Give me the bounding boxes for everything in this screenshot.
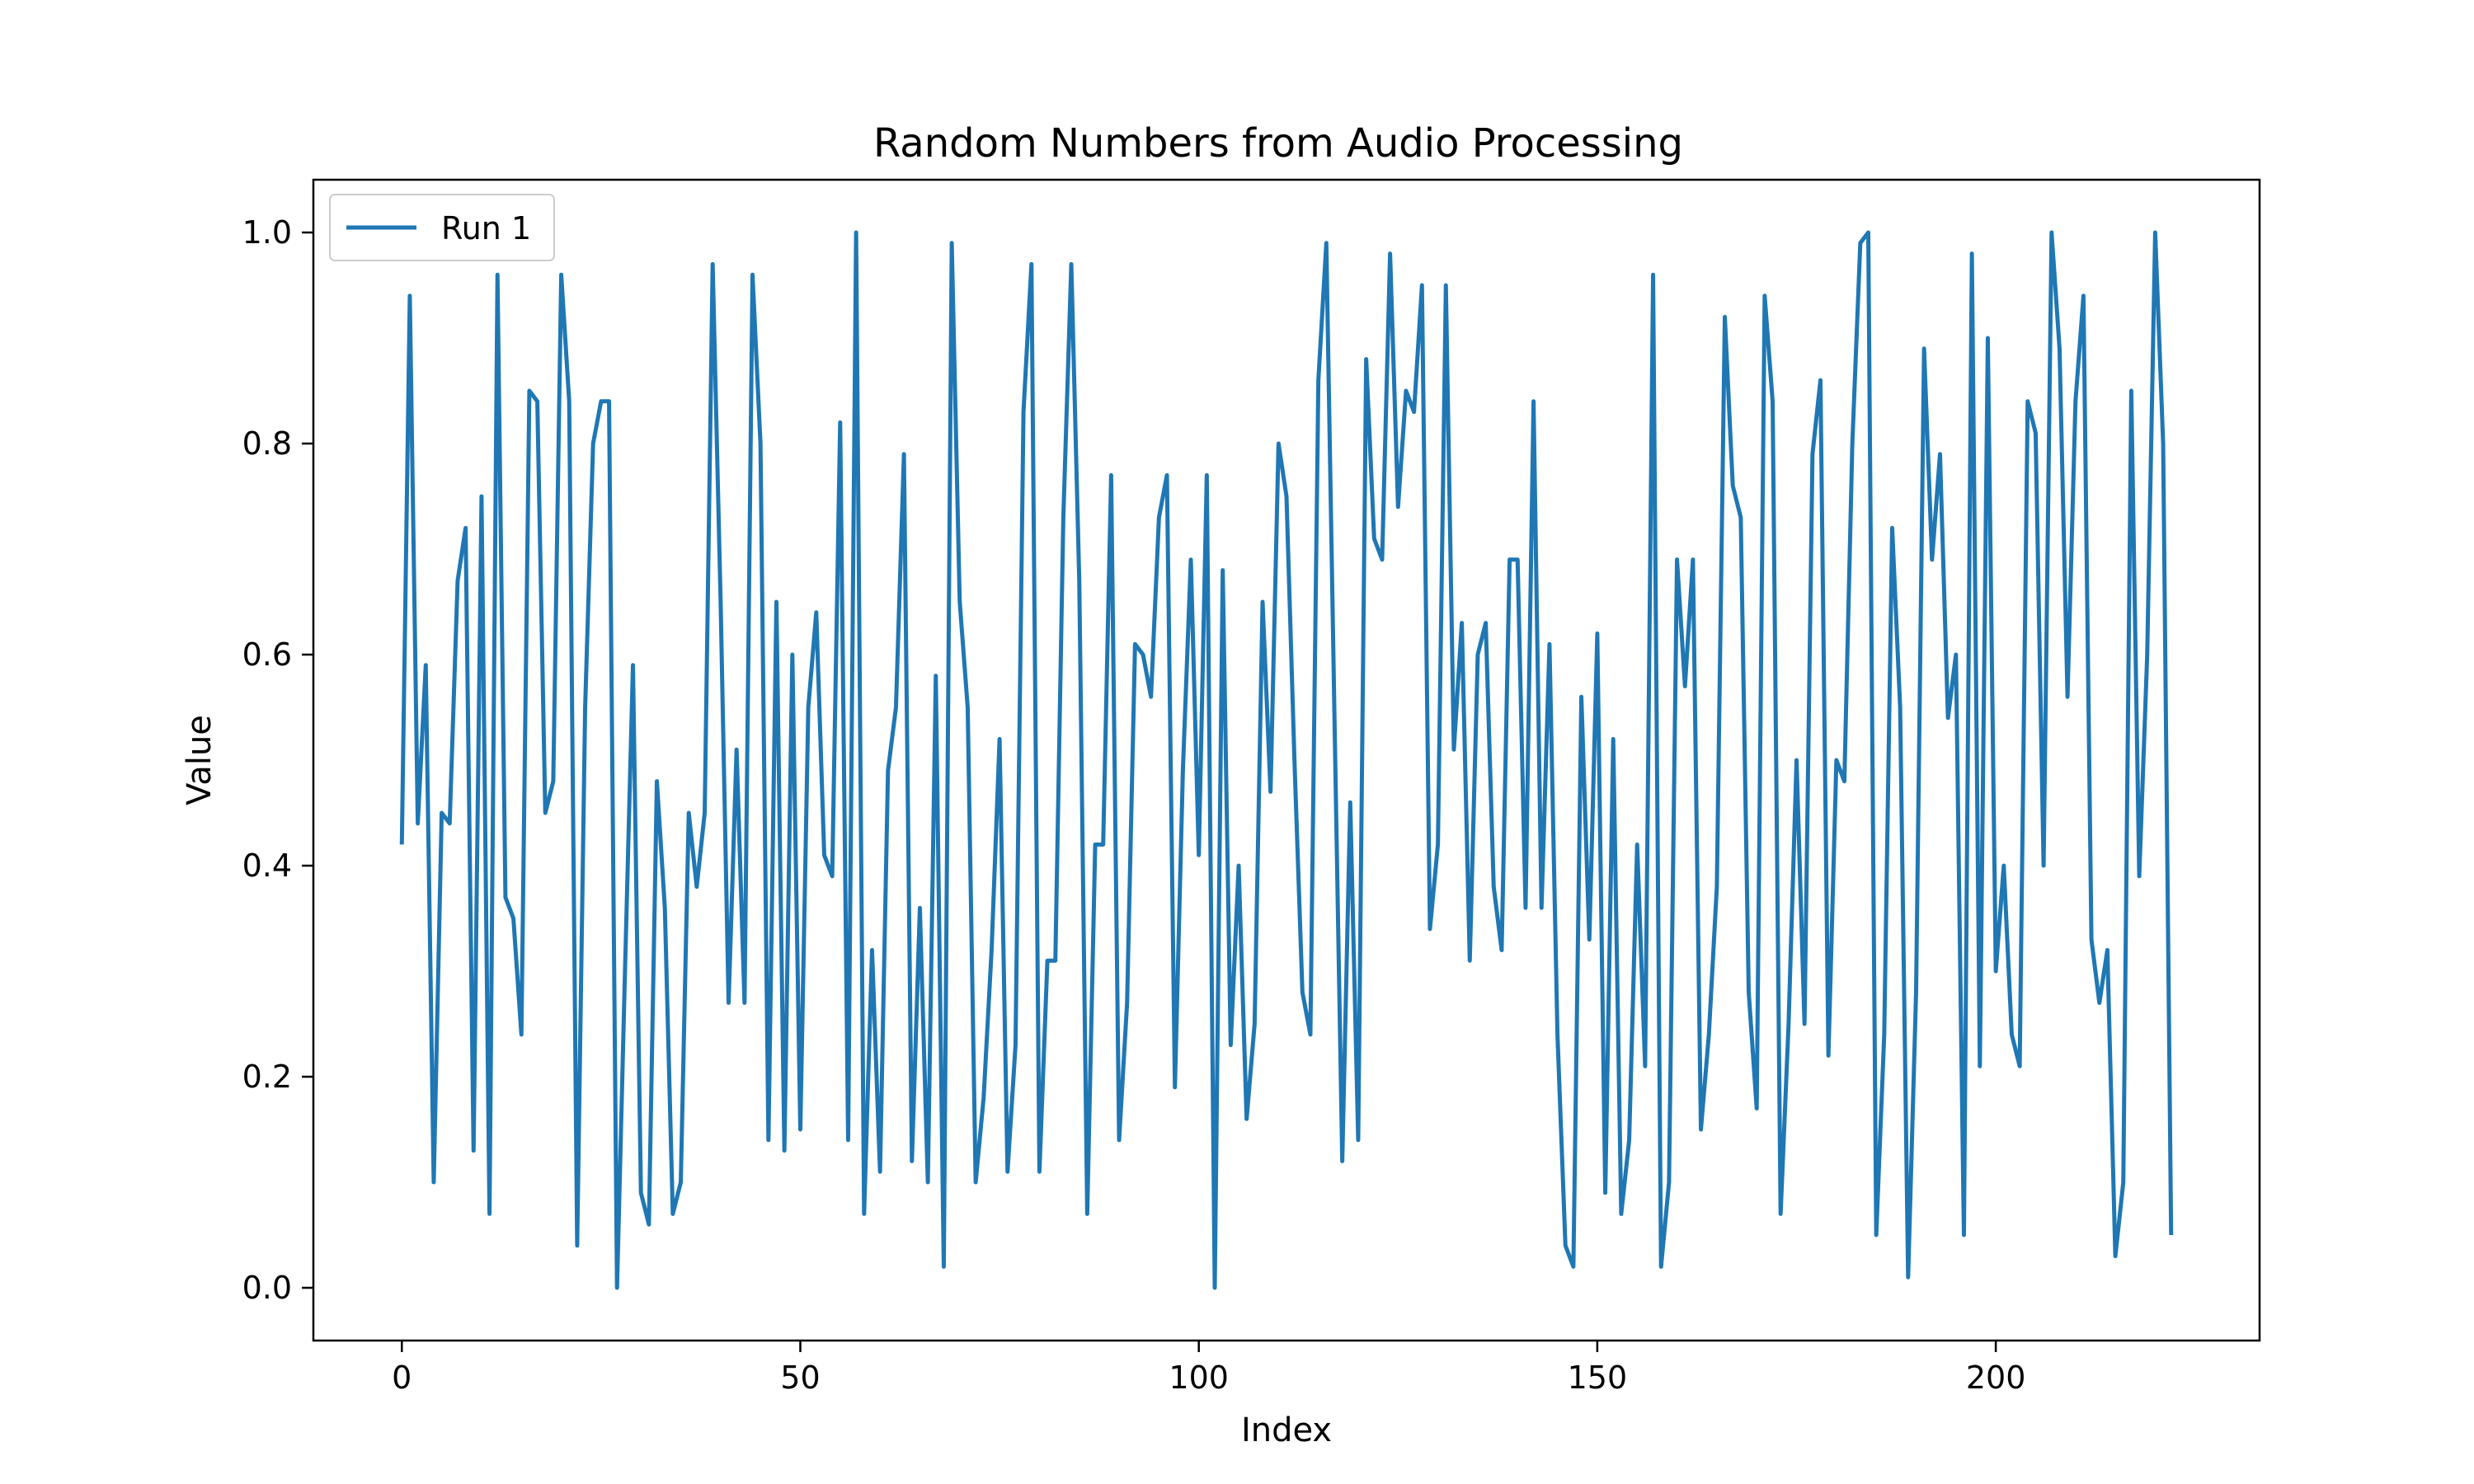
y-tick-label: 0.4 — [242, 848, 292, 884]
legend-box — [329, 194, 555, 261]
data-layer — [399, 230, 2174, 1290]
x-tick-label: 200 — [1966, 1360, 2026, 1396]
y-tick-label: 0.8 — [242, 425, 292, 462]
x-tick-label: 0 — [392, 1360, 412, 1396]
y-tick-label: 0.2 — [242, 1059, 292, 1095]
x-tick-label: 50 — [780, 1360, 820, 1396]
chart-title: Random Numbers from Audio Processing — [873, 120, 1683, 167]
legend-label-run-1: Run 1 — [441, 210, 531, 247]
legend: Run 1 — [329, 194, 555, 261]
y-axis-label: Value — [181, 715, 219, 805]
x-tick-label: 100 — [1169, 1360, 1229, 1396]
y-tick-label: 0.0 — [242, 1270, 292, 1306]
x-tick-label: 150 — [1568, 1360, 1628, 1396]
series-line-run-1 — [399, 230, 2174, 1290]
y-tick-label: 0.6 — [242, 636, 292, 673]
y-axis: 0.0 0.2 0.4 0.6 0.8 1.0 — [242, 214, 313, 1306]
plot-area-frame — [312, 178, 2261, 1342]
x-axis-label: Index — [1241, 1411, 1332, 1449]
x-axis: 0 50 100 150 200 — [392, 1341, 2025, 1396]
y-tick-label: 1.0 — [242, 214, 292, 251]
